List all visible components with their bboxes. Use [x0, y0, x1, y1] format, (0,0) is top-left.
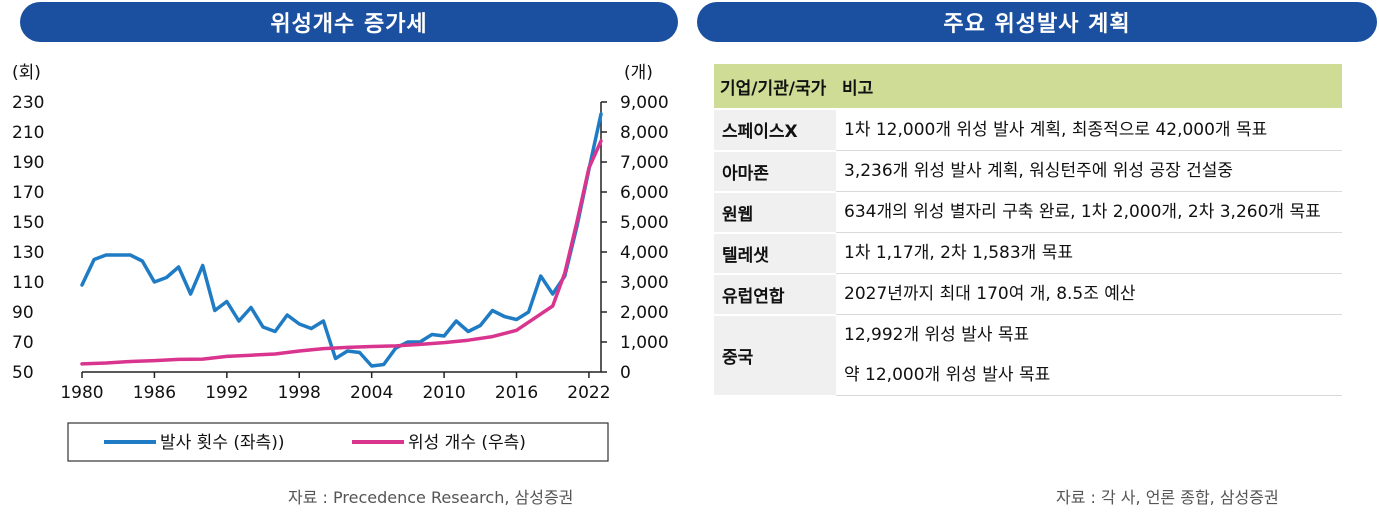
table-row: 유럽연합 2027년까지 최대 170여 개, 8.5조 예산 — [714, 273, 1342, 316]
left-tick-label: 50 — [12, 363, 34, 383]
org-cell: 아마존 — [714, 150, 836, 193]
chart-legend: 발사 횟수 (좌측)) 위성 개수 (우측) — [67, 422, 609, 462]
right-panel-header: 주요 위성발사 계획 — [697, 2, 1377, 42]
legend-label: 위성 개수 (우측) — [408, 433, 526, 453]
x-tick-label: 1980 — [60, 383, 103, 403]
right-tick-label: 8,000 — [620, 123, 669, 143]
table-row: 아마존 3,236개 위성 발사 계획, 워싱턴주에 위성 공장 건설중 — [714, 150, 1342, 193]
right-tick-label: 9,000 — [620, 93, 669, 113]
left-tick-label: 90 — [12, 303, 34, 323]
right-tick-label: 7,000 — [620, 153, 669, 173]
note-text: 634개의 위성 별자리 구축 완료, 1차 2,000개, 2차 3,260개… — [844, 202, 1321, 222]
series-line-launches — [80, 112, 603, 368]
table-row: 중국 12,992개 위성 발사 목표 약 12,000개 위성 발사 목표 — [714, 314, 1342, 397]
table-header-row: 기업/기관/국가 비고 — [714, 64, 1342, 110]
x-tick-label: 1986 — [133, 383, 176, 403]
note-text: 3,236개 위성 발사 계획, 워싱턴주에 위성 공장 건설중 — [844, 161, 1234, 181]
x-tick-label: 2016 — [495, 383, 538, 403]
left-tick-label: 190 — [12, 153, 44, 173]
left-tick-label: 150 — [12, 213, 44, 233]
left-tick-label: 110 — [12, 273, 44, 293]
left-source-note: 자료 : Precedence Research, 삼성증권 — [288, 488, 574, 507]
note-cell: 1차 1,17개, 2차 1,583개 목표 — [836, 232, 1342, 274]
launch-plan-table: 기업/기관/국가 비고 스페이스X 1차 12,000개 위성 발사 계획, 최종… — [714, 64, 1342, 397]
left-panel-header: 위성개수 증가세 — [20, 2, 678, 42]
note-text: 1차 12,000개 위성 발사 계획, 최종적으로 42,000개 목표 — [844, 120, 1268, 140]
right-tick-label: 3,000 — [620, 273, 669, 293]
table-row: 스페이스X 1차 12,000개 위성 발사 계획, 최종적으로 42,000개 … — [714, 109, 1342, 152]
column-header-note: 비고 — [836, 64, 1342, 110]
note-text: 12,992개 위성 발사 목표 — [844, 325, 1030, 345]
legend-box — [67, 422, 609, 462]
right-source-note: 자료 : 각 사, 언론 종합, 삼성증권 — [1056, 488, 1279, 507]
left-tick-label: 210 — [12, 123, 44, 143]
x-tick-label: 1992 — [205, 383, 248, 403]
table-row: 텔레샛 1차 1,17개, 2차 1,583개 목표 — [714, 232, 1342, 275]
note-text: 2027년까지 최대 170여 개, 8.5조 예산 — [844, 284, 1136, 304]
note-text: 1차 1,17개, 2차 1,583개 목표 — [844, 243, 1074, 263]
table-row: 원웹 634개의 위성 별자리 구축 완료, 1차 2,000개, 2차 3,26… — [714, 191, 1342, 234]
right-axis-unit: (개) — [624, 63, 653, 83]
x-tick-label: 1998 — [278, 383, 321, 403]
chart-series — [80, 112, 603, 368]
right-tick-label: 1,000 — [620, 333, 669, 353]
left-tick-label: 230 — [12, 93, 44, 113]
series-line-satellites — [80, 139, 603, 366]
note-cell: 2027년까지 최대 170여 개, 8.5조 예산 — [836, 273, 1342, 315]
org-cell: 중국 — [714, 314, 836, 397]
note-cell: 1차 12,000개 위성 발사 계획, 최종적으로 42,000개 목표 — [836, 109, 1342, 151]
left-tick-label: 130 — [12, 243, 44, 263]
left-tick-label: 70 — [12, 333, 34, 353]
column-header-org: 기업/기관/국가 — [714, 64, 836, 110]
note-cell: 3,236개 위성 발사 계획, 워싱턴주에 위성 공장 건설중 — [836, 150, 1342, 192]
x-tick-label: 2004 — [350, 383, 393, 403]
left-tick-label: 170 — [12, 183, 44, 203]
note-text: 약 12,000개 위성 발사 목표 — [844, 365, 1051, 385]
right-tick-label: 6,000 — [620, 183, 669, 203]
org-cell: 스페이스X — [714, 109, 836, 152]
note-cell: 634개의 위성 별자리 구축 완료, 1차 2,000개, 2차 3,260개… — [836, 191, 1342, 233]
table-body: 스페이스X 1차 12,000개 위성 발사 계획, 최종적으로 42,000개 … — [714, 109, 1342, 397]
org-cell: 텔레샛 — [714, 232, 836, 275]
x-tick-label: 2022 — [567, 383, 610, 403]
left-axis-unit: (회) — [12, 63, 41, 83]
satellite-growth-chart: (회) (개) 230 210 190 170 150 130 110 90 70 50 9,000 8,… — [12, 63, 669, 462]
right-tick-label: 2,000 — [620, 303, 669, 323]
right-tick-label: 0 — [620, 363, 631, 383]
x-tick-label: 2010 — [422, 383, 465, 403]
right-tick-label: 5,000 — [620, 213, 669, 233]
org-cell: 원웹 — [714, 191, 836, 234]
chart-axes: (회) (개) 230 210 190 170 150 130 110 90 70 50 9,000 8,… — [12, 63, 669, 403]
legend-label: 발사 횟수 (좌측)) — [160, 433, 285, 453]
right-tick-label: 4,000 — [620, 243, 669, 263]
org-cell: 유럽연합 — [714, 273, 836, 316]
